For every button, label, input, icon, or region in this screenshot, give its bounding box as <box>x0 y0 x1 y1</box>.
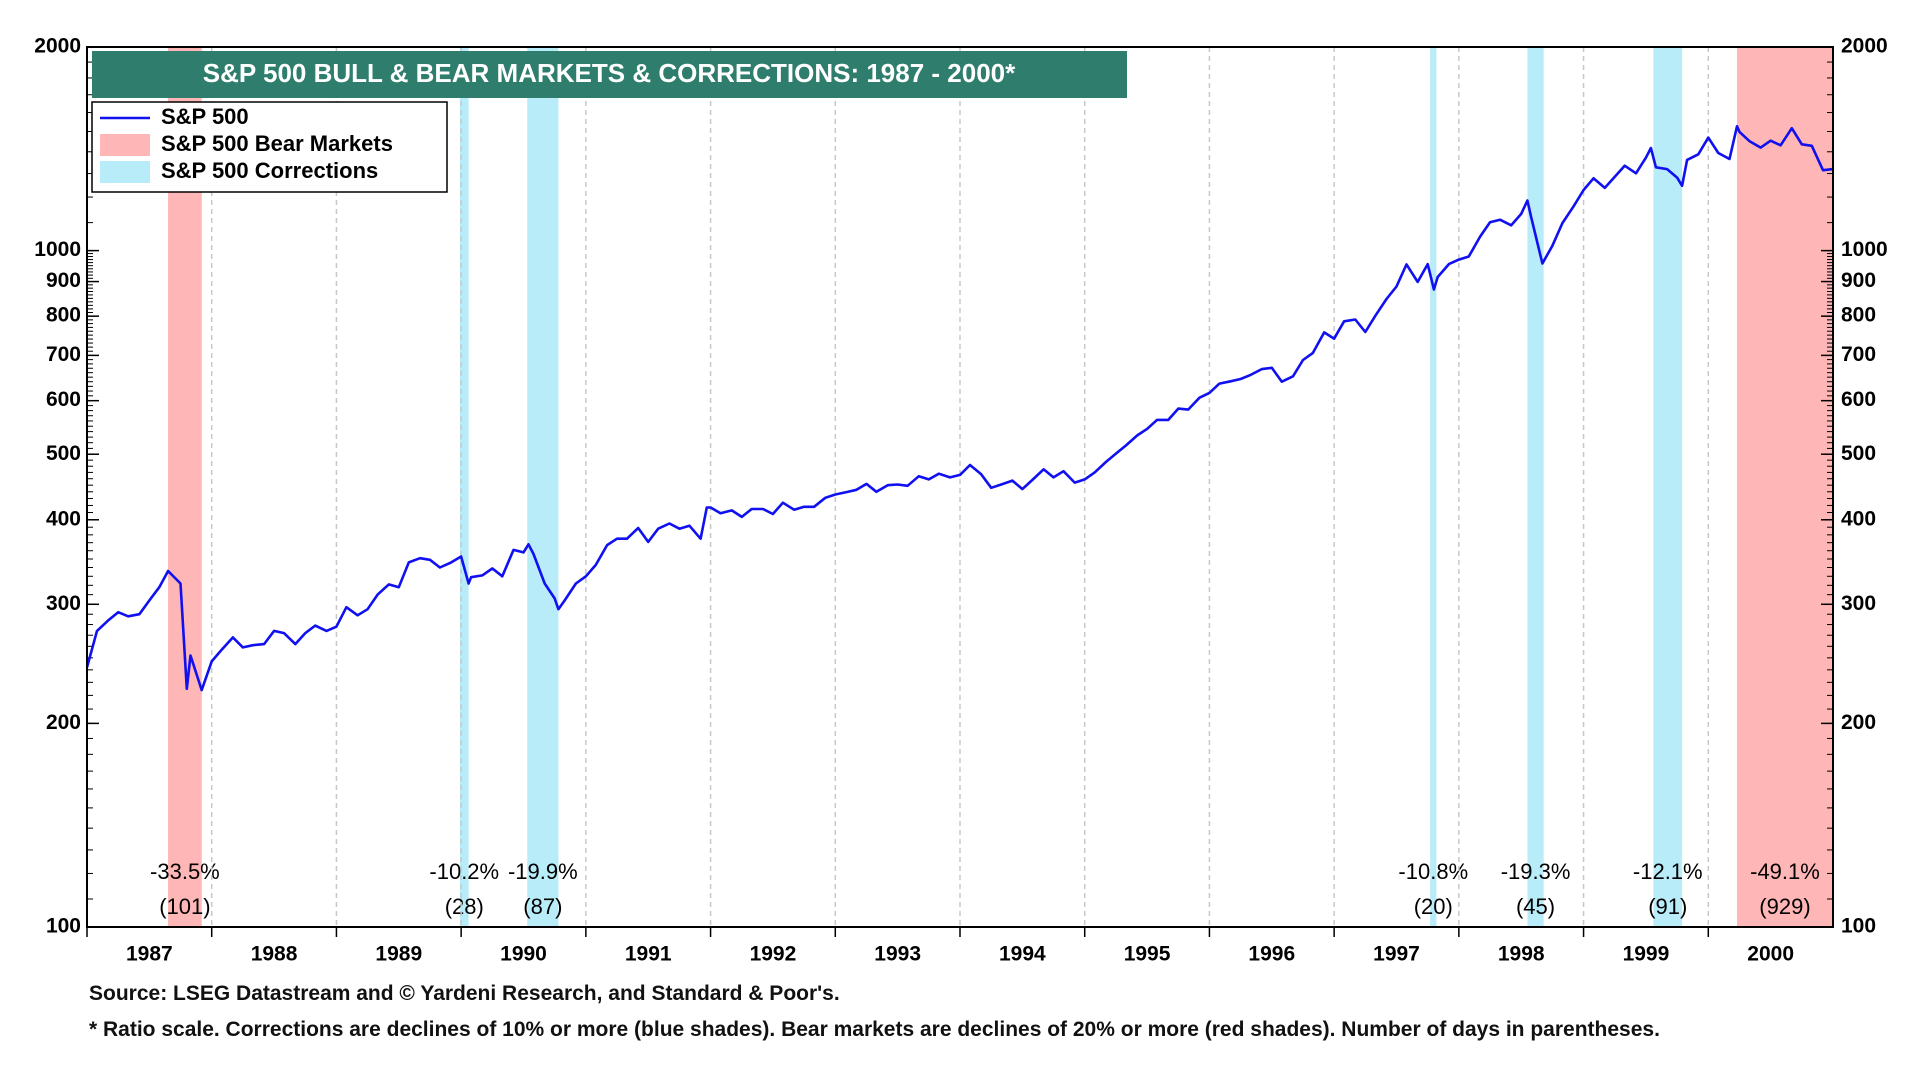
y2-tick-label: 300 <box>1841 592 1876 615</box>
legend-label: S&P 500 <box>161 104 249 129</box>
y2-tick-label: 600 <box>1841 388 1876 411</box>
band-days: (929) <box>1759 894 1810 919</box>
x-tick-label: 1997 <box>1373 943 1420 966</box>
x-tick-label: 1987 <box>126 943 173 966</box>
title-box <box>92 51 1127 98</box>
chart-title: S&P 500 BULL & BEAR MARKETS & CORRECTION… <box>203 58 1016 88</box>
y-tick-label: 600 <box>46 388 81 411</box>
y-tick-label: 1000 <box>34 238 81 261</box>
band-days: (45) <box>1516 894 1555 919</box>
band-change: -19.9% <box>508 859 578 884</box>
shade-band <box>527 47 559 927</box>
band-days: (28) <box>445 894 484 919</box>
y-tick-label: 900 <box>46 269 81 292</box>
legend-swatch <box>100 134 150 156</box>
y-tick-label: 500 <box>46 442 81 465</box>
legend-swatch <box>100 161 150 183</box>
x-tick-label: 1999 <box>1623 943 1670 966</box>
y-tick-label: 300 <box>46 592 81 615</box>
x-tick-label: 1996 <box>1248 943 1295 966</box>
y2-tick-label: 500 <box>1841 442 1876 465</box>
band-change: -10.2% <box>429 859 499 884</box>
y-tick-label: 200 <box>46 711 81 734</box>
x-tick-label: 1989 <box>375 943 422 966</box>
legend-label: S&P 500 Bear Markets <box>161 131 393 156</box>
plot-frame <box>86 46 1834 928</box>
y2-tick-label: 700 <box>1841 343 1876 366</box>
shade-band <box>168 47 202 927</box>
band-change: -10.8% <box>1398 859 1468 884</box>
band-days: (87) <box>523 894 562 919</box>
shade-band <box>1430 47 1437 927</box>
y2-tick-label: 1000 <box>1841 238 1888 261</box>
band-days: (20) <box>1414 894 1453 919</box>
shade-band <box>459 47 469 927</box>
band-change: -19.3% <box>1501 859 1571 884</box>
x-tick-label: 1993 <box>874 943 921 966</box>
band-change: -49.1% <box>1750 859 1820 884</box>
shade-band <box>1527 47 1544 927</box>
x-tick-label: 1991 <box>625 943 672 966</box>
legend-label: S&P 500 Corrections <box>161 158 378 183</box>
x-tick-label: 1988 <box>251 943 298 966</box>
band-days: (91) <box>1648 894 1687 919</box>
y-tick-label: 400 <box>46 507 81 530</box>
y2-tick-label: 800 <box>1841 304 1876 327</box>
x-tick-label: 2000 <box>1747 943 1794 966</box>
x-tick-label: 1995 <box>1124 943 1171 966</box>
y2-tick-label: 200 <box>1841 711 1876 734</box>
band-change: -12.1% <box>1633 859 1703 884</box>
y-tick-label: 800 <box>46 304 81 327</box>
series-line <box>85 125 1834 692</box>
x-tick-label: 1990 <box>500 943 547 966</box>
x-tick-label: 1998 <box>1498 943 1545 966</box>
y-tick-label: 100 <box>46 915 81 938</box>
shade-band <box>1653 47 1683 927</box>
x-tick-label: 1992 <box>750 943 797 966</box>
y2-tick-label: 400 <box>1841 507 1876 530</box>
y2-tick-label: 100 <box>1841 915 1876 938</box>
x-tick-label: 1994 <box>999 943 1046 966</box>
source-note: Source: LSEG Datastream and © Yardeni Re… <box>89 982 840 1005</box>
band-days: (101) <box>159 894 210 919</box>
footnote: * Ratio scale. Corrections are declines … <box>89 1018 1660 1041</box>
shade-band <box>1736 47 1833 927</box>
legend-box <box>91 101 448 193</box>
band-change: -33.5% <box>150 859 220 884</box>
y-tick-label: 700 <box>46 343 81 366</box>
y2-tick-label: 900 <box>1841 269 1876 292</box>
y-tick-label: 2000 <box>34 35 81 58</box>
y2-tick-label: 2000 <box>1841 35 1888 58</box>
